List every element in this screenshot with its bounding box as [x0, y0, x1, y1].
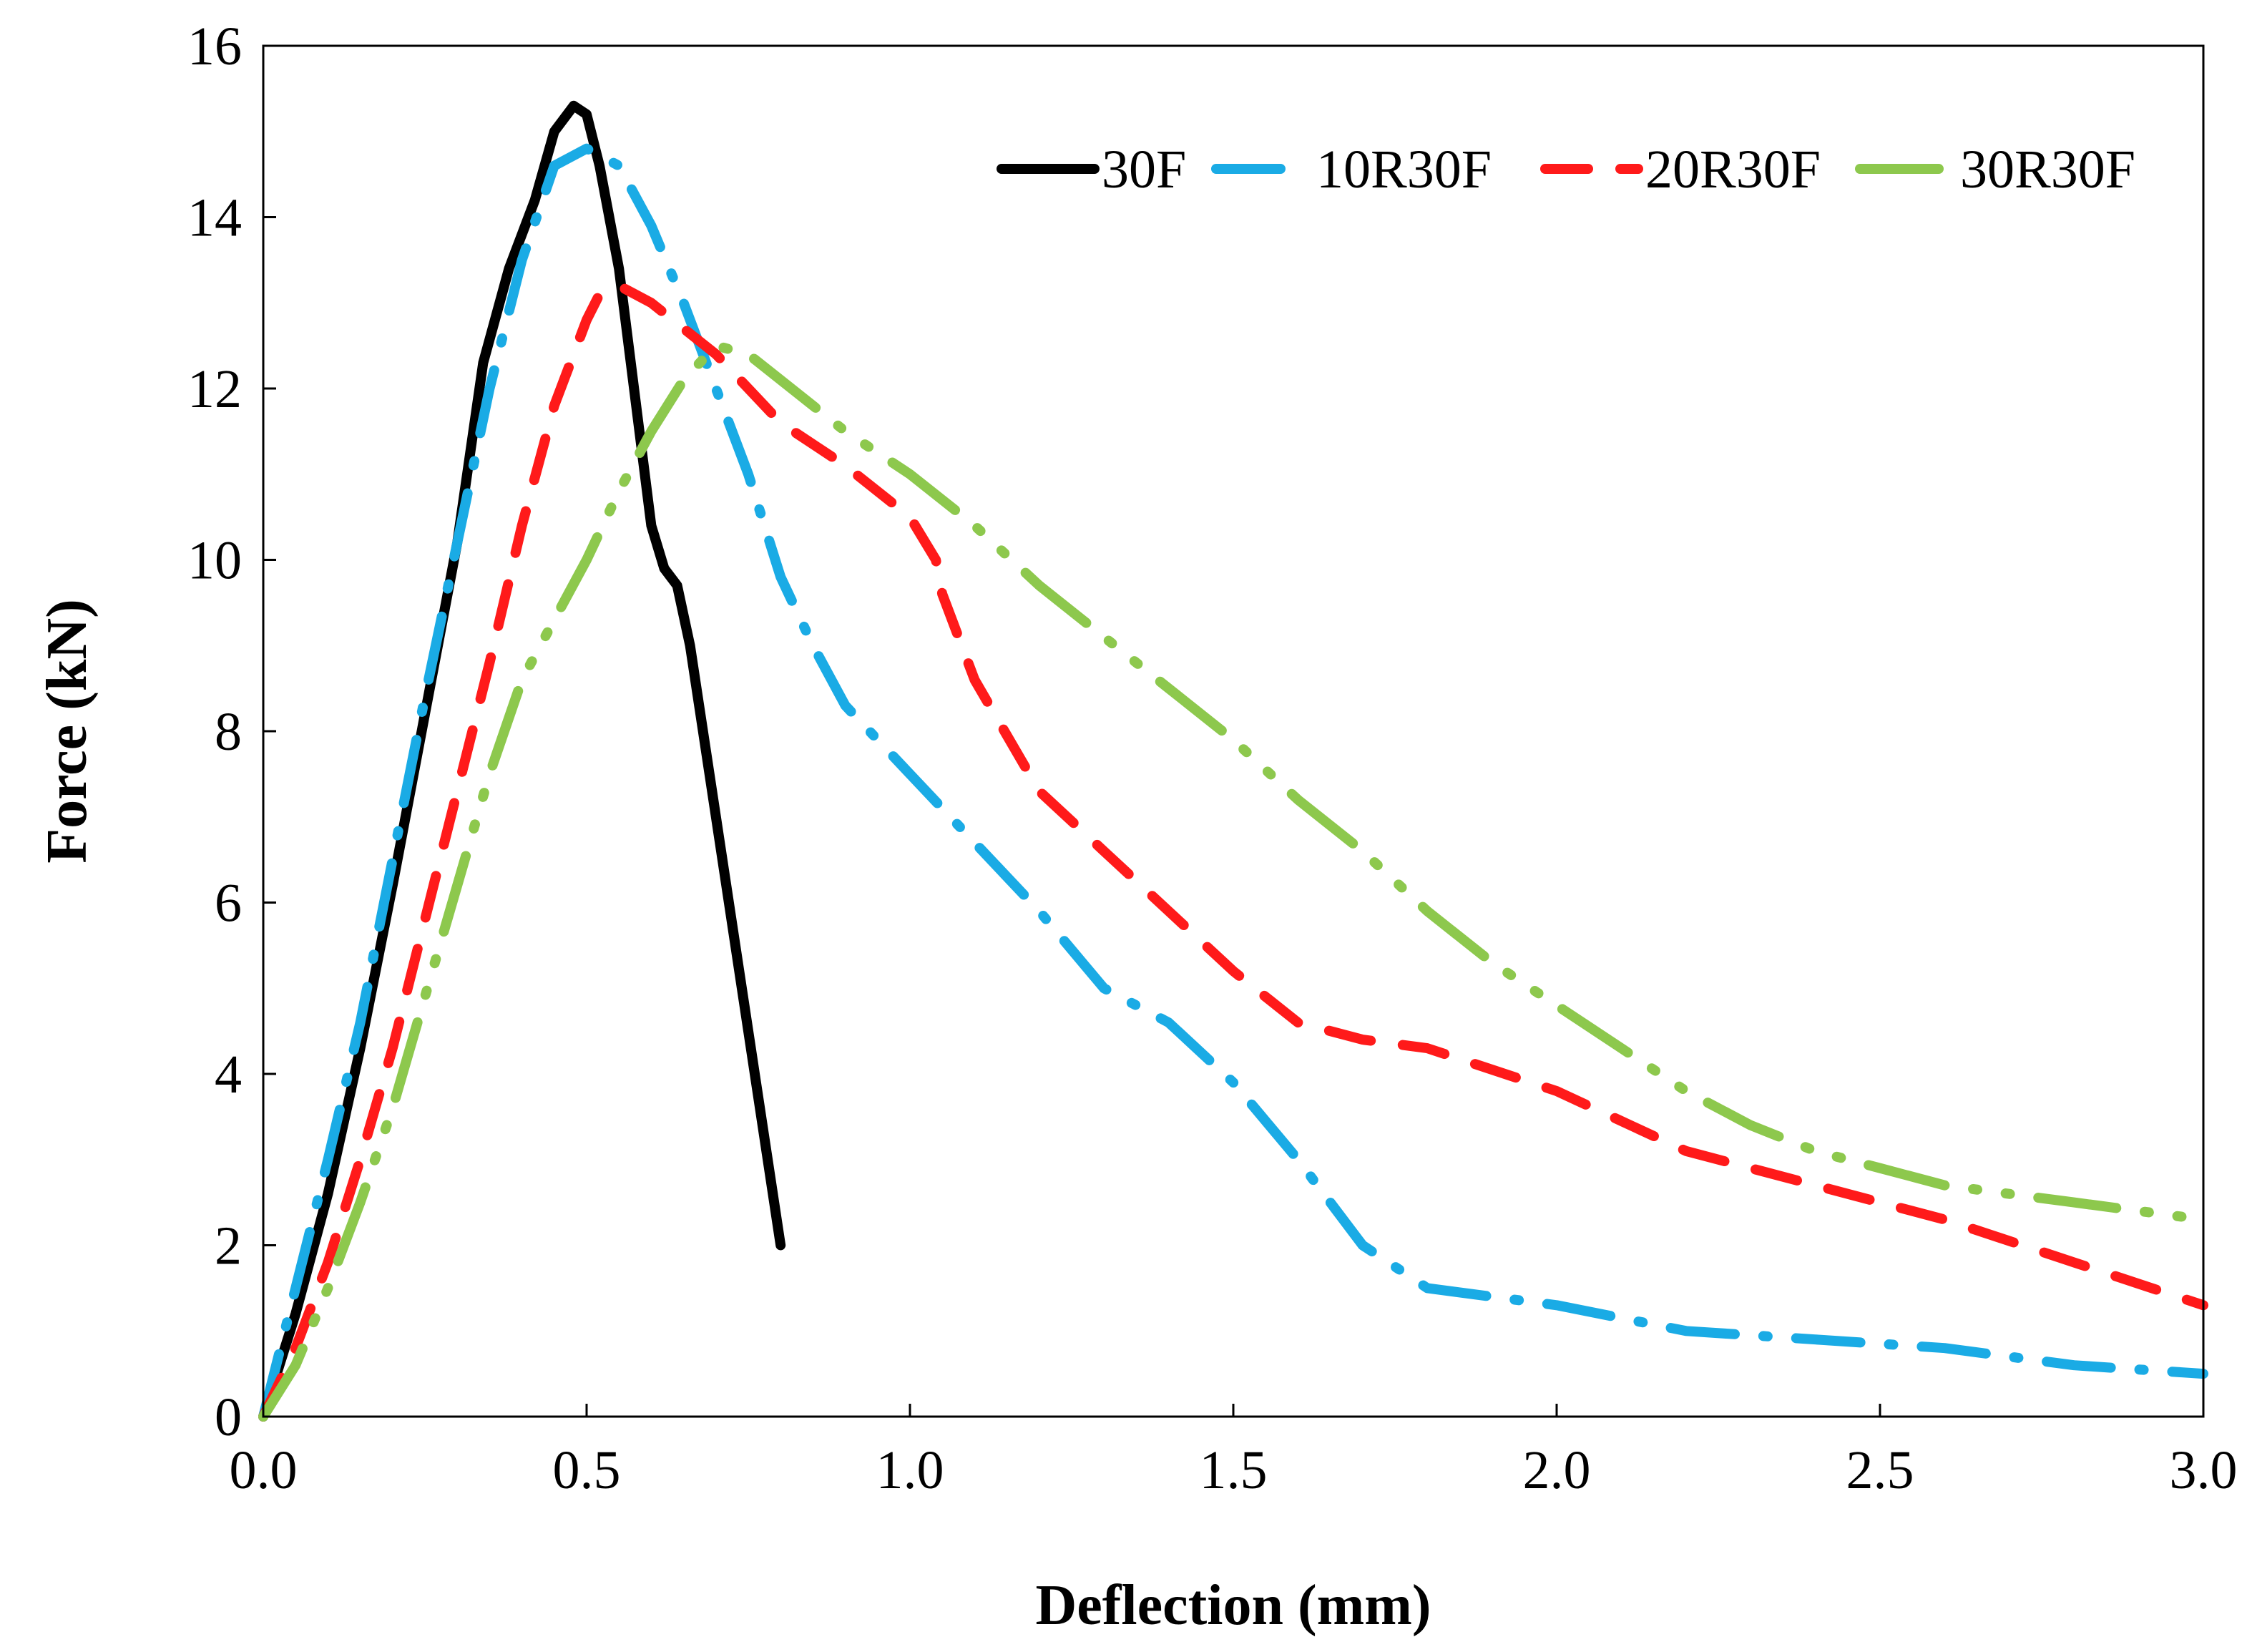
y-tick-label-4: 8: [215, 702, 242, 762]
legend-label-10r30f: 10R30F: [1316, 140, 1492, 200]
x-tick-label-5: 2.5: [1846, 1440, 1914, 1500]
y-tick-label-0: 0: [215, 1387, 242, 1447]
x-tick-label-4: 2.0: [1523, 1440, 1591, 1500]
x-tick-label-1: 0.5: [553, 1440, 621, 1500]
x-tick-label-3: 1.5: [1200, 1440, 1268, 1500]
x-axis-title: Deflection (mm): [1035, 1574, 1431, 1637]
x-tick-label-0: 0.0: [230, 1440, 298, 1500]
axis-ticks: 0.0 0.5 1.0 1.5 2.0 2.5 3.0 0 2 4 6 8 10 12 14 16: [187, 16, 2238, 1500]
x-tick-label-6: 3.0: [2170, 1440, 2238, 1500]
legend-label-30f: 30F: [1102, 140, 1186, 200]
legend-label-20r30f: 20R30F: [1645, 140, 1821, 200]
series-layer: [258, 100, 2208, 1422]
y-tick-label-7: 14: [187, 188, 242, 248]
y-tick-label-5: 10: [187, 531, 242, 591]
series-line-30r30f: [258, 341, 2208, 1422]
series-line-30f: [258, 100, 786, 1422]
series-line-20r30f: [258, 280, 2208, 1422]
y-tick-label-3: 6: [215, 874, 242, 934]
legend-label-30r30f: 30R30F: [1960, 140, 2135, 200]
y-tick-label-2: 4: [215, 1045, 242, 1105]
series-line-10r30f: [258, 143, 2208, 1422]
y-axis-title: Force (kN): [36, 599, 99, 864]
legend: 30F 10R30F 20R30F 30R30F: [997, 140, 2135, 200]
x-tick-label-2: 1.0: [876, 1440, 944, 1500]
y-tick-label-8: 16: [187, 16, 242, 77]
y-tick-label-1: 2: [215, 1216, 242, 1276]
y-tick-label-6: 12: [187, 359, 242, 419]
